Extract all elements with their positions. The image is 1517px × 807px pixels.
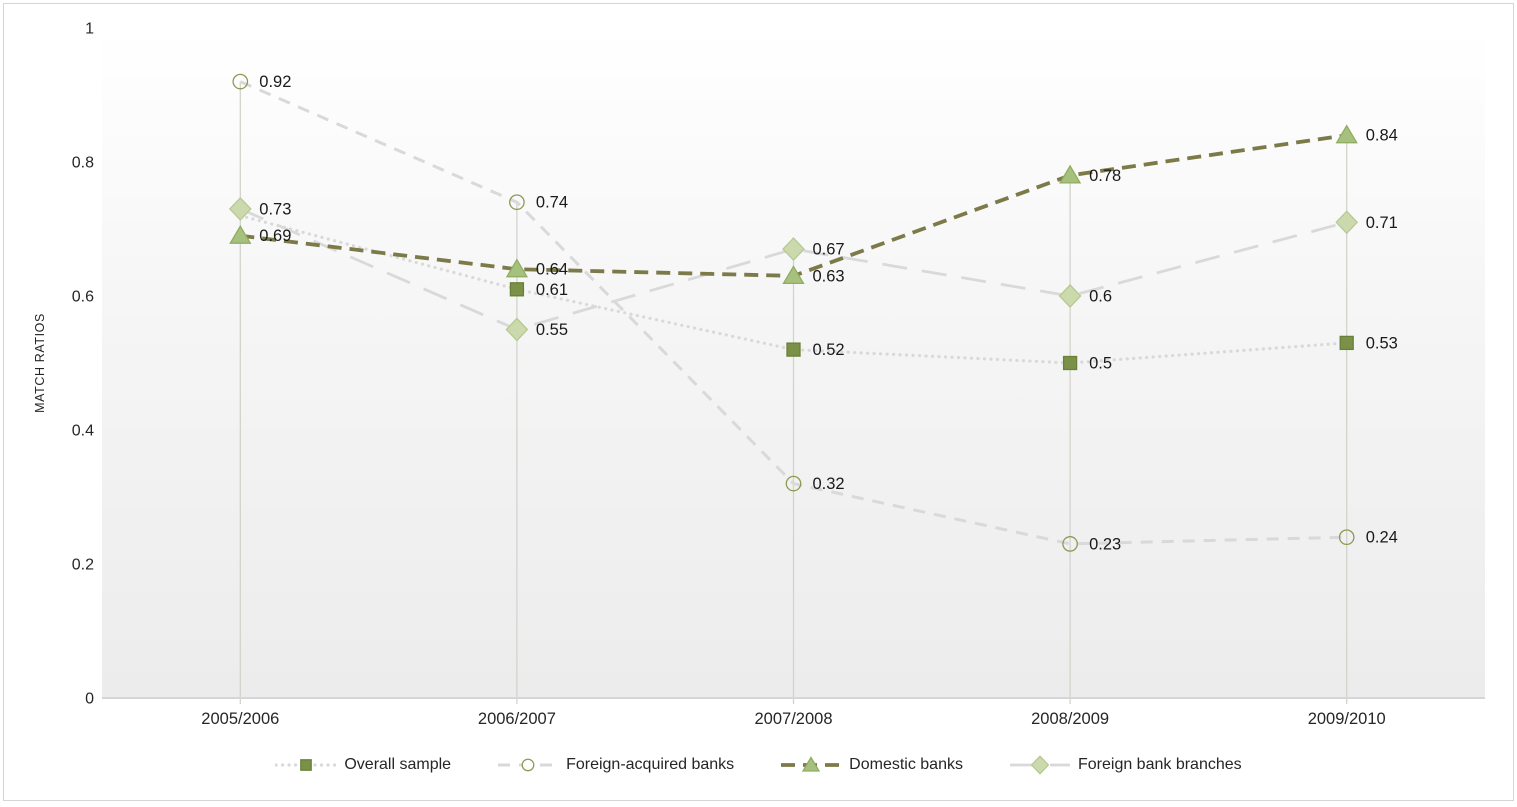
- data-point-label: 0.61: [536, 281, 568, 299]
- series-line-foreign-acquired-banks: [239, 80, 1347, 546]
- legend-item-domestic-banks: Domestic banks: [780, 755, 963, 775]
- legend-label: Domestic banks: [849, 756, 963, 773]
- circle-marker: [785, 475, 802, 492]
- data-point-label: 0.52: [813, 341, 845, 359]
- data-point-label: 0.74: [536, 194, 568, 212]
- data-point-label: 0.5: [1089, 355, 1112, 373]
- data-point-label: 0.92: [259, 73, 291, 91]
- y-axis-tick-label: 0: [85, 691, 94, 708]
- square-legend-icon: [275, 759, 338, 771]
- chart-frame: 0 0.2 0.4 0.6 0.8 1 MATCH RATIOS 2005/2006 2006/…: [3, 3, 1514, 801]
- x-axis-category-label: 2008/2009: [1031, 710, 1109, 728]
- data-point-label: 0.23: [1089, 535, 1121, 553]
- match-ratios-line-chart: 0 0.2 0.4 0.6 0.8 1 MATCH RATIOS 2005/2006 2006/…: [33, 21, 1485, 728]
- data-point-label: 0.67: [813, 241, 845, 259]
- data-point-label: 0.71: [1366, 214, 1398, 232]
- square-marker: [1339, 335, 1354, 351]
- triangle-marker: [802, 756, 821, 772]
- data-point-label: 0.84: [1366, 127, 1398, 145]
- square-marker: [509, 282, 525, 297]
- chart-legend: Overall sample Foreign-acquired banks Dome…: [4, 751, 1513, 779]
- data-point-label: 0.24: [1366, 529, 1398, 547]
- x-axis-category-label: 2009/2010: [1308, 710, 1386, 728]
- data-point-label: 0.69: [259, 227, 291, 245]
- legend-label: Foreign-acquired banks: [566, 756, 735, 773]
- legend-item-foreign-bank-branches: Foreign bank branches: [1009, 755, 1242, 775]
- diamond-marker: [782, 237, 805, 262]
- triangle-marker: [782, 265, 805, 285]
- triangle-marker: [1335, 124, 1358, 144]
- circle-marker: [232, 73, 249, 90]
- data-point-label: 0.64: [536, 261, 568, 279]
- circle-marker: [1338, 529, 1355, 546]
- circle-legend-icon: [498, 758, 559, 772]
- data-point-label: 0.55: [536, 321, 568, 339]
- diamond-marker: [1030, 755, 1050, 775]
- square-marker: [786, 342, 801, 357]
- diamond-marker: [228, 196, 252, 221]
- data-point-label: 0.78: [1089, 167, 1121, 185]
- diamond-marker: [505, 317, 529, 342]
- triangle-marker: [229, 224, 252, 244]
- x-axis-category-label: 2005/2006: [201, 710, 279, 728]
- diamond-marker: [1335, 210, 1359, 235]
- data-point-label: 0.32: [813, 475, 845, 493]
- data-point-label: 0.53: [1366, 334, 1398, 352]
- legend-item-overall-sample: Overall sample: [275, 755, 451, 775]
- x-axis-category-label: 2006/2007: [478, 710, 556, 728]
- x-axis-category-label: 2007/2008: [755, 710, 833, 728]
- y-axis-tick-label: 0.6: [72, 289, 94, 306]
- y-axis-title: MATCH RATIOS: [33, 313, 47, 413]
- series-line-foreign-bank-branches: [239, 207, 1348, 331]
- y-axis-tick-label: 0.4: [72, 423, 94, 440]
- legend-label: Foreign bank branches: [1077, 756, 1242, 773]
- triangle-marker: [505, 258, 529, 278]
- data-point-label: 0.63: [813, 267, 845, 285]
- data-point-label: 0.73: [259, 200, 291, 218]
- legend-item-foreign-acquired-banks: Foreign-acquired banks: [497, 755, 734, 775]
- y-axis-tick-label: 1: [85, 21, 94, 38]
- triangle-marker: [1058, 164, 1082, 184]
- data-point-label: 0.6: [1089, 288, 1112, 306]
- diamond-legend-icon: [1009, 755, 1070, 775]
- y-axis-tick-label: 0.8: [72, 155, 94, 172]
- circle-marker: [509, 194, 525, 211]
- legend-label: Overall sample: [344, 756, 452, 773]
- y-axis-tick-label: 0.2: [72, 557, 94, 574]
- circle-marker: [521, 758, 535, 772]
- circle-marker: [1062, 536, 1078, 552]
- triangle-legend-icon: [781, 756, 842, 772]
- diamond-marker: [1058, 284, 1082, 308]
- square-marker: [1062, 355, 1078, 371]
- square-marker: [300, 759, 313, 771]
